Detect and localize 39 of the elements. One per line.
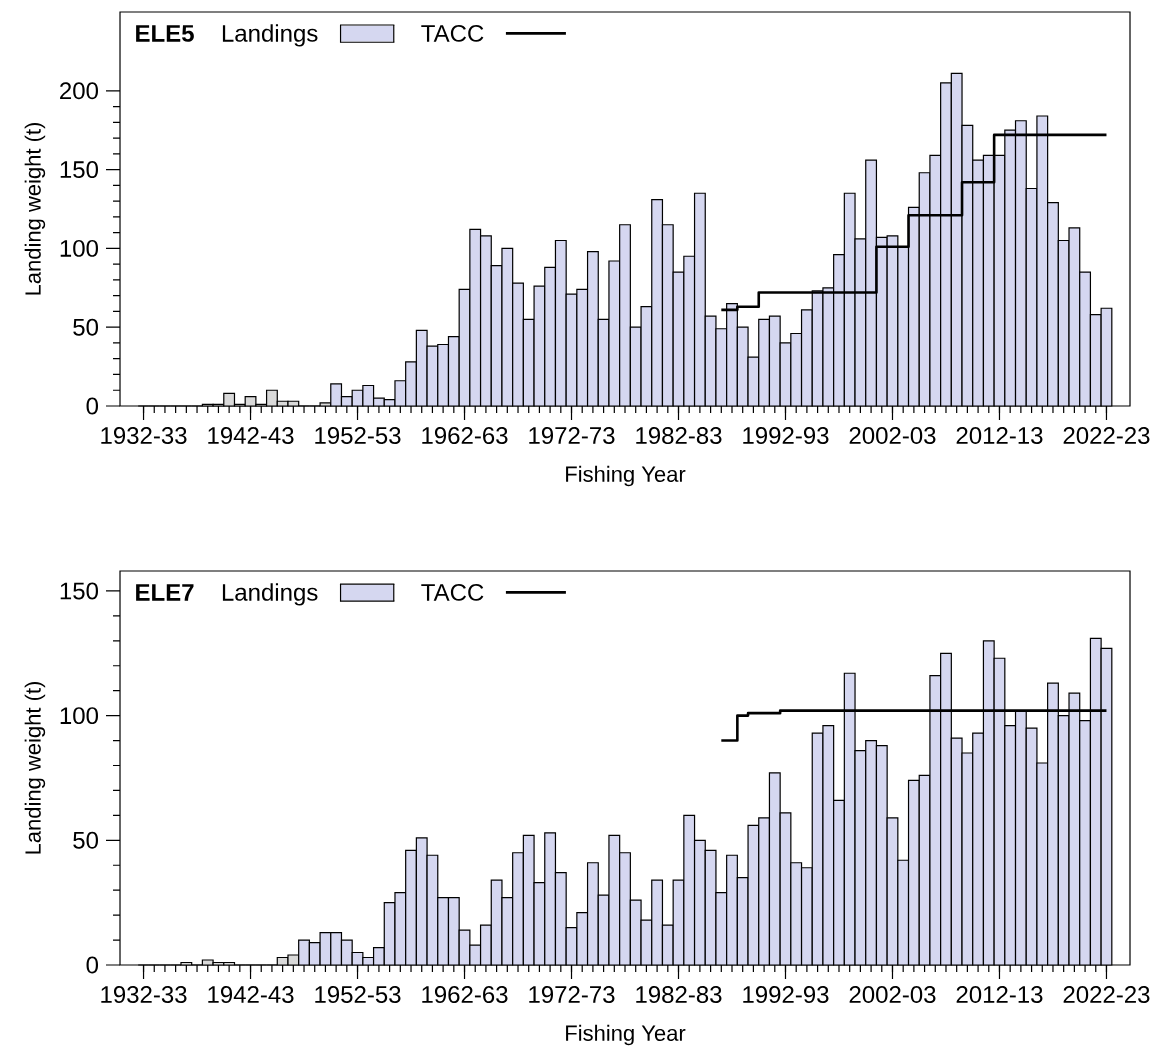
- y-axis-title: Landing weight (t): [24, 122, 46, 295]
- x-tick-label: 2002-03: [849, 986, 936, 1004]
- x-tick-label: 1932-33: [101, 427, 187, 445]
- x-tick-label: 2022-23: [1063, 986, 1150, 1004]
- x-tick-label: 1952-53: [315, 427, 401, 445]
- x-tick-label: 1942-43: [208, 427, 294, 445]
- x-axis-title: Fishing Year: [566, 465, 686, 487]
- x-tick-label: 1932-33: [101, 986, 187, 1004]
- x-tick-label: 1952-53: [315, 986, 401, 1004]
- x-tick-label: 2012-13: [956, 986, 1043, 1004]
- legend-label: TACC: [421, 24, 484, 42]
- y-tick-label: 150: [60, 582, 99, 600]
- x-tick-label: 1962-63: [422, 986, 508, 1004]
- x-tick-label: 2002-03: [849, 427, 936, 445]
- legend-label: Landings: [222, 24, 318, 47]
- y-tick-label: 100: [60, 707, 99, 725]
- y-tick-label: 100: [60, 239, 99, 257]
- x-tick-label: 1982-83: [636, 427, 722, 445]
- y-tick-label: 200: [60, 82, 99, 100]
- x-axis-title: Fishing Year: [566, 1024, 686, 1046]
- x-tick-label: 1992-93: [743, 427, 829, 445]
- legend-label: TACC: [421, 583, 484, 601]
- y-tick-label: 50: [73, 318, 99, 336]
- x-tick-label: 1972-73: [529, 427, 615, 445]
- x-tick-label: 1982-83: [636, 986, 722, 1004]
- x-tick-label: 1942-43: [208, 986, 294, 1004]
- chart-title: ELE5: [136, 25, 194, 42]
- y-tick-label: 150: [60, 161, 99, 179]
- chart-title: ELE7: [136, 584, 194, 601]
- x-tick-label: 2022-23: [1063, 427, 1150, 445]
- x-tick-label: 1992-93: [743, 986, 829, 1004]
- y-tick-label: 0: [86, 956, 99, 974]
- legend-label: Landings: [222, 583, 318, 606]
- x-tick-label: 2012-13: [956, 427, 1043, 445]
- x-tick-label: 1962-63: [422, 427, 508, 445]
- x-tick-label: 1972-73: [529, 986, 615, 1004]
- y-tick-label: 0: [86, 397, 99, 415]
- y-axis-title: Landing weight (t): [24, 681, 46, 854]
- y-tick-label: 50: [73, 831, 99, 849]
